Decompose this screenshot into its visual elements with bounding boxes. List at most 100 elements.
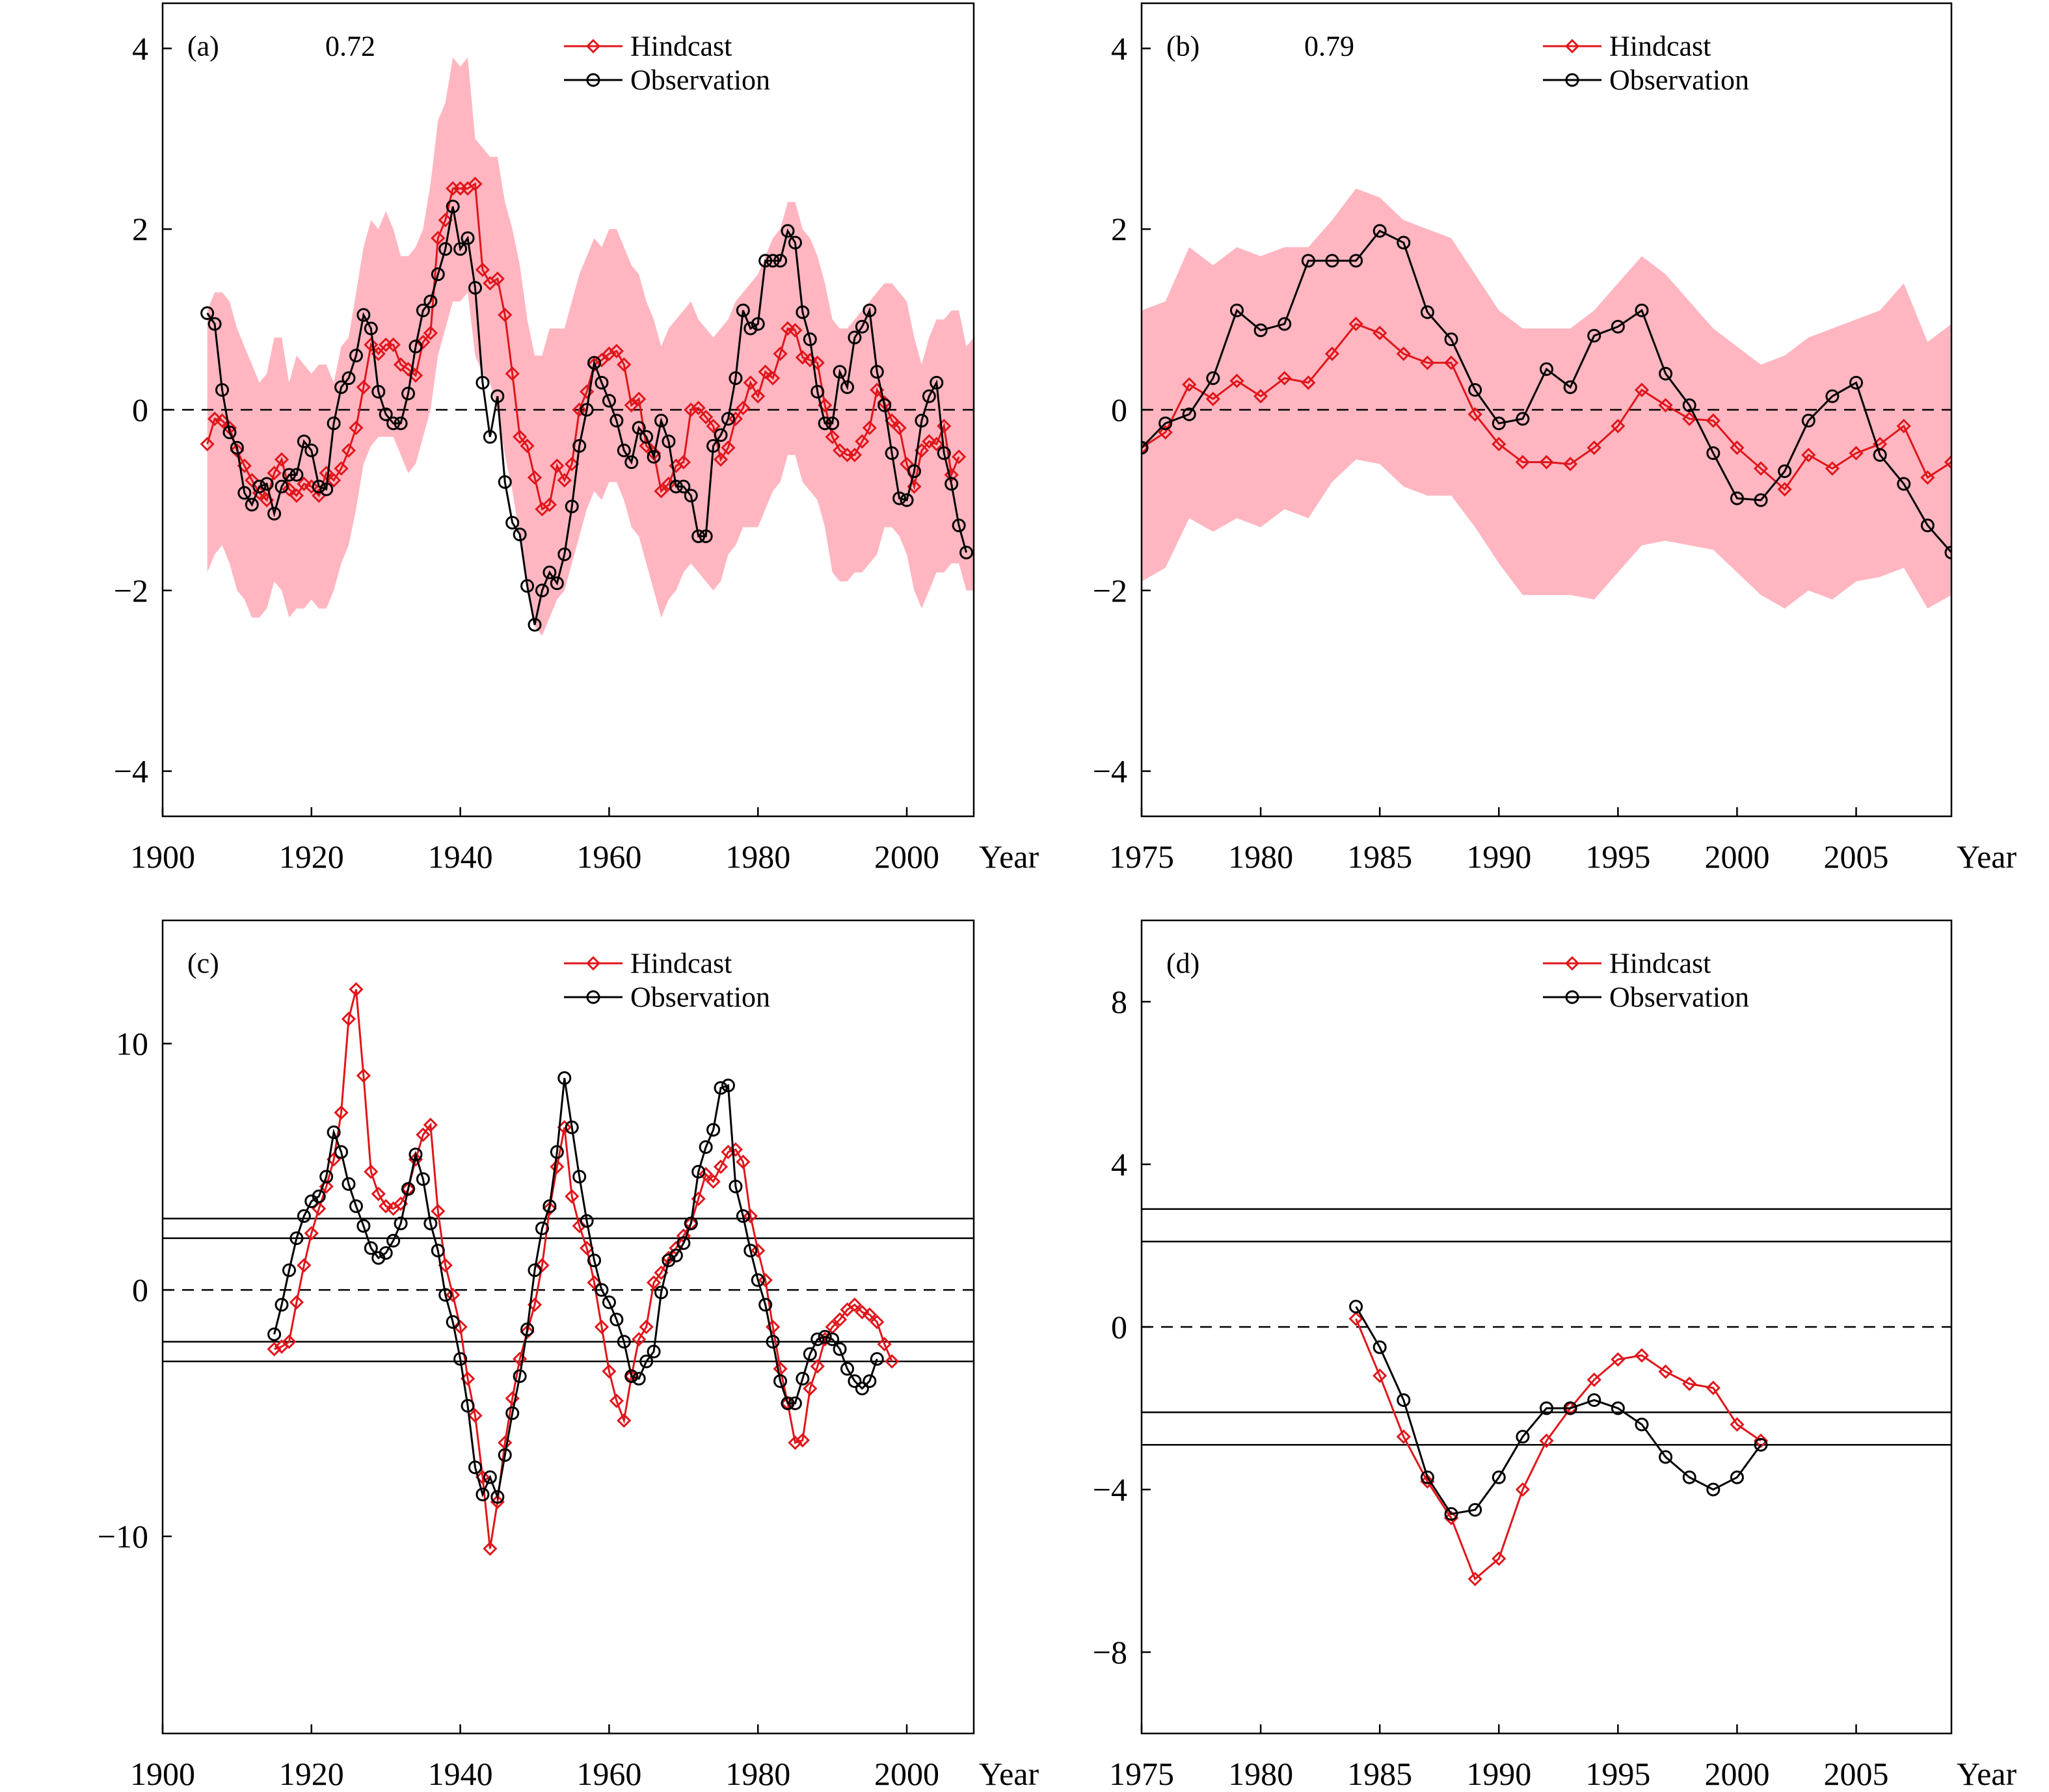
observation-point <box>892 491 907 505</box>
observation-point <box>1635 303 1649 317</box>
hindcast-point <box>1348 316 1363 332</box>
hindcast-point <box>423 325 438 341</box>
hindcast-point <box>341 443 356 458</box>
uncertainty-band <box>1142 188 1951 609</box>
hindcast-point <box>550 1159 565 1174</box>
observation-point <box>773 1374 788 1388</box>
x-tick-label: 1900 <box>130 1756 195 1792</box>
observation-point <box>572 439 587 453</box>
observation-point <box>1801 414 1815 428</box>
observation-point <box>818 416 832 431</box>
observation-point <box>595 375 609 390</box>
hindcast-point <box>416 334 431 349</box>
hindcast-point <box>743 375 758 390</box>
hindcast-point <box>1348 1311 1363 1326</box>
observation-point <box>796 1372 810 1386</box>
hindcast-point <box>1492 1551 1507 1566</box>
observation-point <box>356 1219 371 1233</box>
hindcast-point <box>468 176 483 191</box>
x-tick-label: 2005 <box>1824 838 1889 875</box>
panel-label: (b) <box>1166 31 1199 62</box>
hindcast-point <box>319 466 334 481</box>
hindcast-point <box>1253 389 1268 404</box>
observation-point <box>1373 224 1387 238</box>
hindcast-point <box>810 1359 825 1374</box>
observation-point <box>297 1209 311 1224</box>
x-tick-label: 1920 <box>279 838 344 875</box>
observation-point <box>237 486 252 500</box>
observation-point <box>662 435 676 449</box>
observation-point <box>766 1335 780 1349</box>
hindcast-point <box>832 1312 848 1327</box>
observation-point <box>781 1396 795 1410</box>
observation-point <box>453 1352 468 1366</box>
legend-observation-label: Observation <box>630 64 770 96</box>
observation-point <box>617 444 631 457</box>
hindcast-point <box>1682 1376 1697 1391</box>
legend-observation-label: Observation <box>1609 982 1749 1013</box>
legend-hindcast-marker <box>585 956 601 971</box>
observation-point <box>1468 382 1482 397</box>
hindcast-point <box>706 418 721 434</box>
hindcast-point <box>393 357 408 372</box>
observation-point <box>215 382 230 397</box>
observation-point <box>528 618 542 632</box>
observation-point <box>706 1123 721 1137</box>
hindcast-point <box>639 438 654 453</box>
x-tick-label: 1975 <box>1109 838 1174 875</box>
observation-point <box>505 516 520 530</box>
observation-point <box>408 1147 423 1162</box>
y-tick-label: 4 <box>1111 30 1127 66</box>
y-tick-label: −4 <box>1093 1471 1127 1508</box>
observation-point <box>959 545 974 559</box>
observation-point <box>208 317 222 331</box>
hindcast-point <box>885 413 900 428</box>
hindcast-point <box>617 1413 632 1428</box>
x-tick-label: 1990 <box>1466 838 1531 875</box>
hindcast-point <box>1229 373 1244 388</box>
hindcast-point <box>1562 457 1578 472</box>
x-tick-label: 1980 <box>725 838 790 875</box>
x-tick-label: 1940 <box>428 838 493 875</box>
observation-point <box>810 384 825 399</box>
hindcast-point <box>1730 1417 1745 1432</box>
legend-observation-marker <box>1565 990 1579 1004</box>
x-tick-label: 1920 <box>279 1756 344 1792</box>
hindcast-point <box>1849 446 1864 461</box>
hindcast-point <box>870 1315 885 1330</box>
legend-hindcast-label: Hindcast <box>630 948 732 980</box>
hindcast-point <box>736 401 751 416</box>
observation-point <box>446 1315 460 1329</box>
observation-point <box>1659 366 1673 381</box>
observation-point <box>714 1081 728 1095</box>
observation-point <box>416 1172 430 1186</box>
hindcast-point <box>803 353 818 368</box>
hindcast-point <box>758 1272 773 1288</box>
hindcast-point <box>1706 413 1721 428</box>
y-tick-label: 0 <box>1111 392 1127 428</box>
observation-point <box>438 242 453 256</box>
x-axis-label: Year <box>1957 1756 2016 1792</box>
observation-point <box>1706 446 1721 461</box>
hindcast-point <box>1515 1482 1531 1497</box>
hindcast-point <box>379 1199 394 1214</box>
observation-point <box>624 1369 639 1384</box>
observation-point <box>870 1352 884 1366</box>
hindcast-point <box>453 1319 468 1335</box>
observation-point <box>654 1285 669 1300</box>
hindcast-point <box>713 1159 729 1174</box>
hindcast-point <box>550 458 565 474</box>
observation-point <box>304 444 319 457</box>
x-axis-label: Year <box>979 1756 1039 1792</box>
observation-point <box>1397 235 1411 250</box>
observation-point <box>758 1298 773 1312</box>
hindcast-point <box>297 1258 312 1273</box>
y-tick-label: −8 <box>1093 1634 1127 1670</box>
hindcast-point <box>542 1201 557 1216</box>
hindcast-point <box>1373 1368 1387 1384</box>
observation-point <box>773 254 788 268</box>
x-tick-label: 1980 <box>1228 1756 1293 1792</box>
observation-point <box>1587 1393 1601 1407</box>
y-tick-label: 0 <box>132 1272 148 1308</box>
